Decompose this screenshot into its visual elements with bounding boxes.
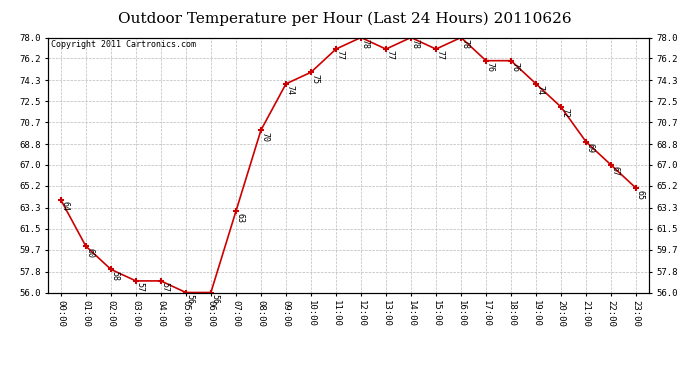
Text: 77: 77 bbox=[335, 51, 344, 60]
Text: 56: 56 bbox=[210, 294, 219, 304]
Text: 76: 76 bbox=[511, 62, 520, 72]
Text: 78: 78 bbox=[361, 39, 370, 49]
Text: 77: 77 bbox=[435, 51, 444, 60]
Text: 76: 76 bbox=[486, 62, 495, 72]
Text: 69: 69 bbox=[586, 143, 595, 153]
Text: Copyright 2011 Cartronics.com: Copyright 2011 Cartronics.com bbox=[51, 40, 196, 49]
Text: 57: 57 bbox=[135, 282, 144, 292]
Text: 67: 67 bbox=[611, 166, 620, 176]
Text: 70: 70 bbox=[261, 132, 270, 142]
Text: 75: 75 bbox=[310, 74, 319, 84]
Text: 63: 63 bbox=[235, 213, 244, 223]
Text: 77: 77 bbox=[386, 51, 395, 60]
Text: 57: 57 bbox=[161, 282, 170, 292]
Text: 60: 60 bbox=[86, 248, 95, 258]
Text: 74: 74 bbox=[286, 85, 295, 95]
Text: 65: 65 bbox=[635, 190, 644, 200]
Text: 58: 58 bbox=[110, 271, 119, 281]
Text: 74: 74 bbox=[535, 85, 544, 95]
Text: 72: 72 bbox=[561, 108, 570, 118]
Text: 78: 78 bbox=[461, 39, 470, 49]
Text: Outdoor Temperature per Hour (Last 24 Hours) 20110626: Outdoor Temperature per Hour (Last 24 Ho… bbox=[118, 11, 572, 26]
Text: 64: 64 bbox=[61, 201, 70, 211]
Text: 56: 56 bbox=[186, 294, 195, 304]
Text: 78: 78 bbox=[411, 39, 420, 49]
